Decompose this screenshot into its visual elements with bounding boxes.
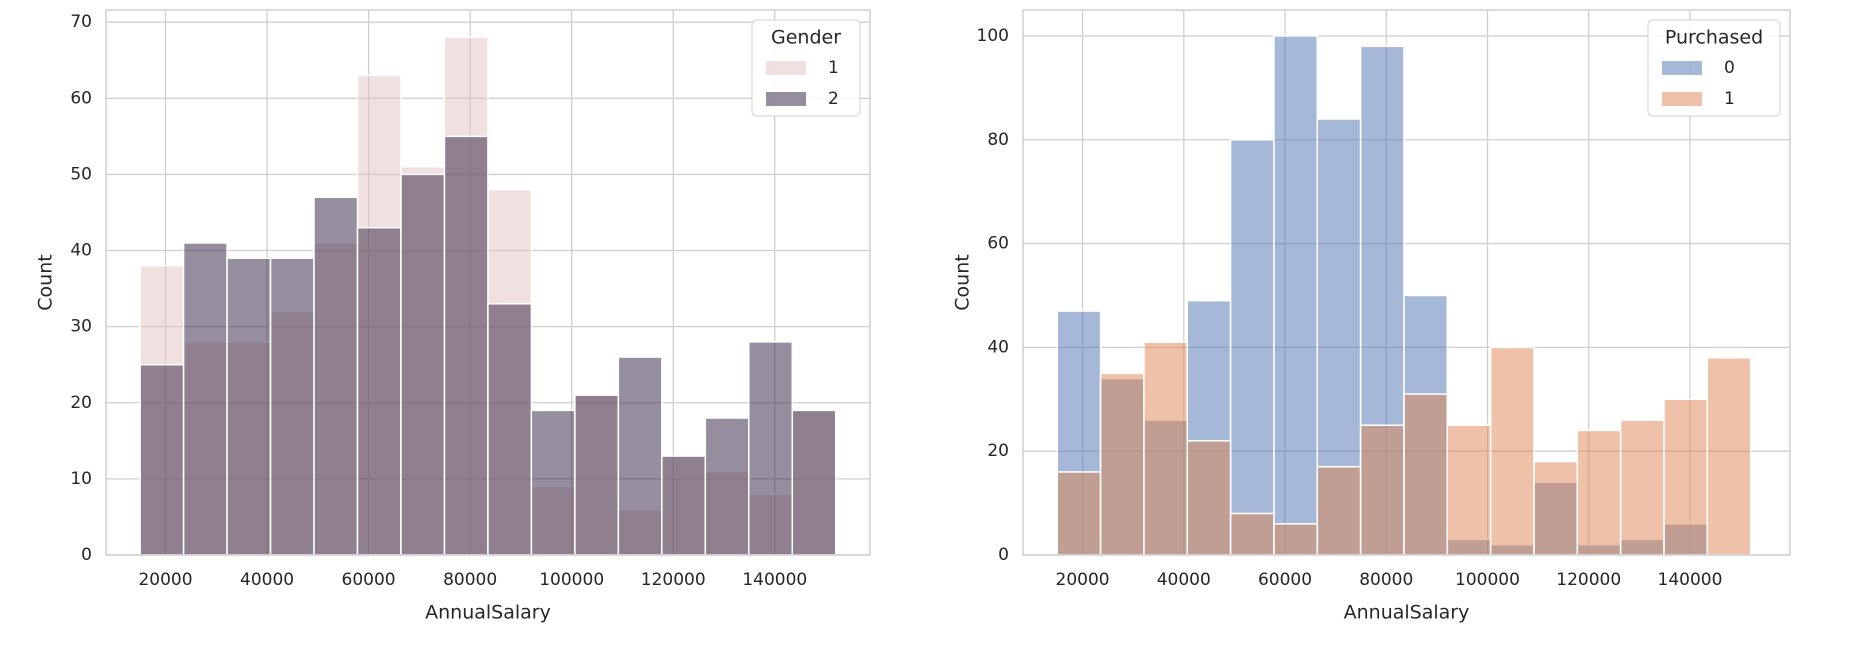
bar <box>1663 398 1709 556</box>
subplot: 0 10 20 30 40 50 60 70 20000 40000 60000 80000 10000… <box>35 9 871 624</box>
legend-title: Gender <box>771 27 841 49</box>
subplot: 0 20 40 60 80 100 20000 40000 60000 80000 100000 12… <box>952 9 1791 624</box>
x-axis-label: AnnualSalary <box>425 602 551 624</box>
bar <box>487 303 533 556</box>
y-tick-label: 20 <box>70 393 92 413</box>
bar <box>1143 341 1189 556</box>
legend-swatch <box>766 61 806 75</box>
bar <box>791 409 837 556</box>
bar <box>182 242 228 556</box>
legend-label: 0 <box>1724 58 1735 78</box>
bar <box>617 356 663 556</box>
y-tick-label: 100 <box>977 26 1009 46</box>
y-axis-label: Count <box>35 254 57 310</box>
x-tick-label: 40000 <box>1157 570 1211 590</box>
bar <box>748 341 794 556</box>
bar <box>226 257 272 556</box>
bar <box>1403 393 1449 556</box>
legend-label: 1 <box>828 58 839 78</box>
bar <box>1533 460 1579 556</box>
y-axis-label: Count <box>952 254 974 310</box>
bar <box>1186 440 1232 556</box>
legend-title: Purchased <box>1665 27 1763 49</box>
y-tick-label: 40 <box>987 337 1009 357</box>
legend-label: 2 <box>828 89 839 109</box>
bar <box>443 135 489 556</box>
x-tick-label: 100000 <box>539 570 604 590</box>
bar <box>1489 346 1535 556</box>
y-tick-label: 20 <box>987 441 1009 461</box>
legend-swatch <box>1662 61 1702 75</box>
x-tick-label: 80000 <box>1359 570 1413 590</box>
x-tick-label: 60000 <box>1258 570 1312 590</box>
x-tick-label: 20000 <box>138 570 192 590</box>
legend: Purchased 0 1 <box>1647 19 1781 117</box>
y-tick-label: 0 <box>998 545 1009 565</box>
bar <box>400 173 446 556</box>
bar <box>1273 523 1319 556</box>
bar <box>1446 424 1492 556</box>
bar <box>269 257 315 556</box>
y-tick-label: 0 <box>81 545 92 565</box>
axes-frame <box>105 9 871 556</box>
bar <box>704 417 750 556</box>
x-tick-label: 20000 <box>1056 570 1110 590</box>
x-tick-label: 60000 <box>342 570 396 590</box>
y-tick-label: 30 <box>70 317 92 337</box>
axes-frame <box>1022 9 1791 556</box>
bar <box>139 363 185 556</box>
bar <box>1056 471 1102 556</box>
bar <box>1619 419 1665 556</box>
bar <box>574 394 620 556</box>
bar <box>1229 139 1275 556</box>
y-tick-label: 70 <box>70 12 92 32</box>
bar <box>1273 35 1319 556</box>
x-tick-label: 140000 <box>742 570 807 590</box>
bar <box>1359 424 1405 556</box>
legend-label: 1 <box>1724 89 1735 109</box>
x-tick-label: 100000 <box>1455 570 1520 590</box>
x-tick-label: 40000 <box>240 570 294 590</box>
bar <box>1576 429 1622 556</box>
legend-swatch <box>766 92 806 106</box>
bar <box>313 196 359 556</box>
bar <box>1316 466 1362 556</box>
y-tick-label: 60 <box>987 234 1009 254</box>
legend-swatch <box>1662 92 1702 106</box>
x-axis-label: AnnualSalary <box>1344 602 1470 624</box>
y-tick-label: 40 <box>70 241 92 261</box>
y-tick-label: 60 <box>70 88 92 108</box>
bar <box>356 226 402 556</box>
x-tick-label: 140000 <box>1658 570 1723 590</box>
bar <box>1706 357 1752 556</box>
bar <box>661 455 707 556</box>
bar <box>530 409 576 556</box>
x-tick-label: 80000 <box>443 570 497 590</box>
y-tick-label: 80 <box>987 130 1009 150</box>
legend: Gender 1 2 <box>751 19 861 117</box>
x-tick-label: 120000 <box>1556 570 1621 590</box>
y-tick-label: 50 <box>70 164 92 184</box>
bar <box>1229 512 1275 556</box>
x-tick-label: 120000 <box>641 570 706 590</box>
bar <box>1099 372 1145 556</box>
y-tick-label: 10 <box>70 469 92 489</box>
